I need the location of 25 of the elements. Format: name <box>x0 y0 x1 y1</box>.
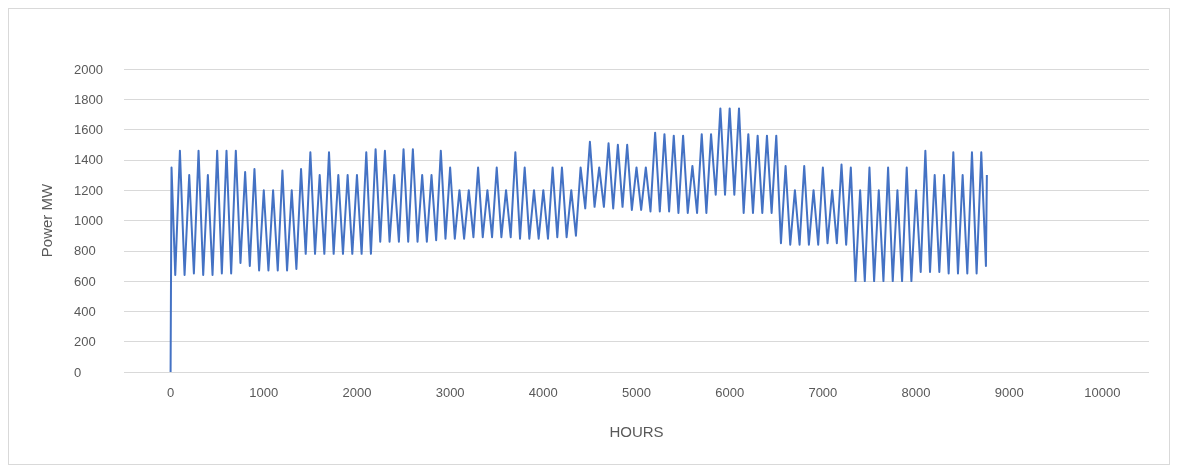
x-tick-label: 9000 <box>994 385 1024 400</box>
y-tick-label: 1400 <box>74 152 103 168</box>
y-tick-label: 1200 <box>74 182 103 198</box>
y-tick-label: 200 <box>74 334 96 350</box>
y-tick-label: 0 <box>74 364 82 380</box>
x-tick-label: 2000 <box>342 385 372 400</box>
y-tick-label: 1600 <box>74 122 103 138</box>
y-tick-label: 600 <box>74 273 96 289</box>
x-tick-label: 8000 <box>901 385 931 400</box>
x-axis-title: HOURS <box>609 423 664 440</box>
x-tick-label: 3000 <box>435 385 465 400</box>
y-tick-label: 1000 <box>74 213 103 228</box>
y-tick-label: 2000 <box>74 61 103 77</box>
y-axis-title: Power MW <box>38 182 55 258</box>
x-tick-label: 6000 <box>715 385 745 400</box>
x-tick-label: 7000 <box>808 385 838 400</box>
y-tick-label: 1800 <box>74 91 103 107</box>
x-tick-label: 5000 <box>622 385 651 400</box>
x-tick-label: 10000 <box>1084 385 1121 400</box>
x-tick-label: 4000 <box>528 385 558 400</box>
x-tick-label: 1000 <box>249 385 279 400</box>
y-tick-label: 800 <box>74 243 96 259</box>
line-series <box>169 107 988 373</box>
x-tick-label: 0 <box>166 385 175 400</box>
y-tick-label: 400 <box>74 303 96 319</box>
